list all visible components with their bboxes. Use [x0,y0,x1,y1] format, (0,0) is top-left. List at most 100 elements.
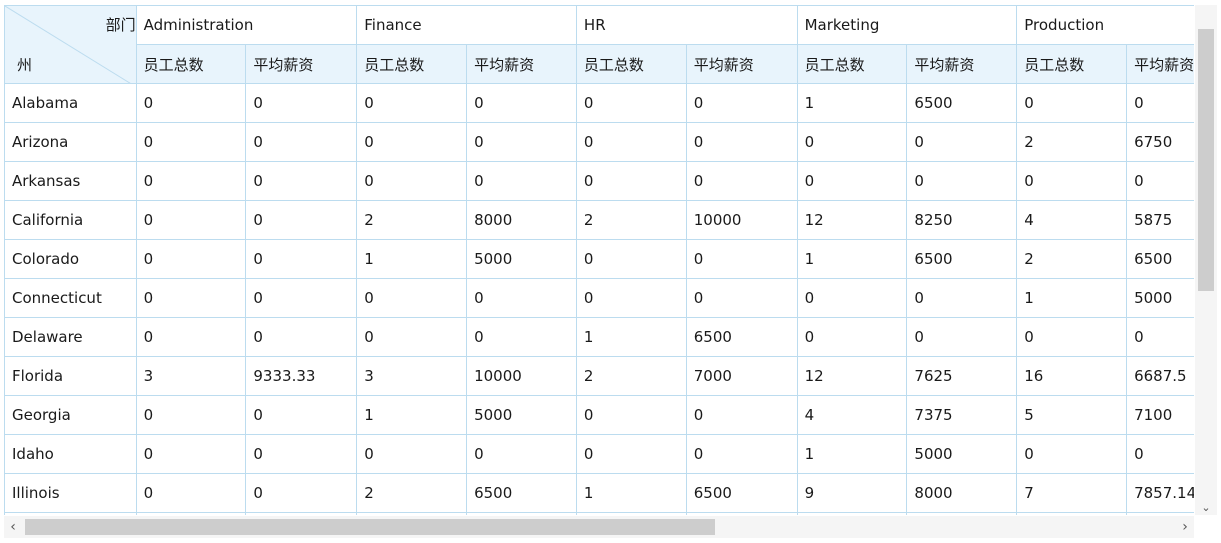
column-header-average-salary[interactable]: 平均薪资 [245,44,358,84]
cell-employee-count[interactable]: 2 [356,200,468,240]
table-row[interactable]: Alabama 0 0 0 0 0 0 1 6500 0 0 [4,83,1194,123]
cell-employee-count[interactable]: 0 [575,434,687,474]
table-row[interactable]: Indiana0000000000 [4,512,1194,515]
row-header-state[interactable]: Delaware [4,317,137,357]
cell-employee-count[interactable]: 0 [135,395,247,435]
cell-average-salary[interactable]: 6500 [906,239,1018,279]
cell-employee-count[interactable]: 0 [1016,83,1128,123]
cell-average-salary[interactable]: 7375 [906,395,1018,435]
cell-employee-count[interactable]: 0 [135,239,247,279]
cell-employee-count[interactable]: 0 [1016,317,1128,357]
cell-employee-count[interactable]: 2 [575,356,687,396]
scroll-left-arrow-icon[interactable]: ‹ [10,519,16,535]
cell-employee-count[interactable]: 0 [796,317,908,357]
table-row[interactable]: Florida 3 9333.33 3 10000 2 7000 12 7625 16 6687.5 [4,356,1194,396]
column-header-employee-count[interactable]: 员工总数 [135,44,247,84]
cell-average-salary[interactable]: 0 [685,278,798,318]
cell-employee-count[interactable]: 4 [796,395,908,435]
cell-average-salary[interactable]: 9333.33 [245,356,358,396]
cell-employee-count[interactable]: 1 [575,473,687,513]
cell-average-salary[interactable]: 0 [906,317,1018,357]
cell-employee-count[interactable]: 0 [575,512,687,515]
vertical-scrollbar[interactable]: ⌄ [1195,5,1217,515]
row-header-state[interactable]: California [4,200,137,240]
cell-employee-count[interactable]: 0 [135,83,247,123]
column-header-employee-count[interactable]: 员工总数 [356,44,468,84]
cell-employee-count[interactable]: 1 [356,395,468,435]
table-row[interactable]: Delaware 0 0 0 0 1 6500 0 0 0 0 [4,317,1194,357]
cell-employee-count[interactable]: 0 [575,122,687,162]
cell-average-salary[interactable]: 0 [466,161,577,201]
cell-employee-count[interactable]: 1 [796,239,908,279]
cell-average-salary[interactable]: 8000 [466,200,577,240]
column-header-average-salary[interactable]: 平均薪资 [1126,44,1194,84]
cell-employee-count[interactable]: 2 [356,473,468,513]
cell-average-salary[interactable]: 0 [245,122,358,162]
cell-employee-count[interactable]: 0 [575,161,687,201]
cell-average-salary[interactable]: 7857.14 [1126,473,1194,513]
cell-employee-count[interactable]: 0 [356,512,468,515]
cell-average-salary[interactable]: 7625 [906,356,1018,396]
cell-average-salary[interactable]: 5875 [1126,200,1194,240]
cell-average-salary[interactable]: 6500 [685,473,798,513]
cell-average-salary[interactable]: 0 [906,122,1018,162]
column-group-header[interactable]: Administration [135,5,358,45]
cell-average-salary[interactable]: 0 [245,278,358,318]
table-row[interactable]: Connecticut 0 0 0 0 0 0 0 0 1 5000 [4,278,1194,318]
cell-average-salary[interactable]: 0 [906,512,1018,515]
table-row[interactable]: Arkansas 0 0 0 0 0 0 0 0 0 0 [4,161,1194,201]
cell-average-salary[interactable]: 5000 [906,434,1018,474]
horizontal-scrollbar[interactable]: ‹ › [4,516,1194,538]
cell-employee-count[interactable]: 3 [135,356,247,396]
cell-employee-count[interactable]: 0 [135,278,247,318]
row-header-state[interactable]: Illinois [4,473,137,513]
column-header-employee-count[interactable]: 员工总数 [575,44,687,84]
cell-employee-count[interactable]: 9 [796,473,908,513]
cell-employee-count[interactable]: 0 [135,434,247,474]
table-row[interactable]: California 0 0 2 8000 2 10000 12 8250 4 5875 [4,200,1194,240]
column-group-header[interactable]: Finance [356,5,577,45]
cell-average-salary[interactable]: 0 [245,473,358,513]
cell-average-salary[interactable]: 0 [245,395,358,435]
cell-employee-count[interactable]: 0 [356,83,468,123]
cell-employee-count[interactable]: 0 [796,122,908,162]
cell-employee-count[interactable]: 0 [356,161,468,201]
cell-employee-count[interactable]: 1 [356,239,468,279]
cell-employee-count[interactable]: 4 [1016,200,1128,240]
cell-average-salary[interactable]: 10000 [685,200,798,240]
cell-average-salary[interactable]: 0 [685,83,798,123]
cell-average-salary[interactable]: 7100 [1126,395,1194,435]
cell-employee-count[interactable]: 0 [796,278,908,318]
cell-average-salary[interactable]: 0 [685,434,798,474]
cell-average-salary[interactable]: 6500 [906,83,1018,123]
cell-employee-count[interactable]: 0 [796,512,908,515]
cell-average-salary[interactable]: 0 [685,395,798,435]
row-header-state[interactable]: Idaho [4,434,137,474]
table-row[interactable]: Arizona 0 0 0 0 0 0 0 0 2 6750 [4,122,1194,162]
cell-average-salary[interactable]: 0 [245,512,358,515]
horizontal-scroll-thumb[interactable] [25,519,715,535]
cell-average-salary[interactable]: 8000 [906,473,1018,513]
cell-employee-count[interactable]: 0 [356,278,468,318]
cell-average-salary[interactable]: 0 [1126,317,1194,357]
cell-employee-count[interactable]: 0 [575,83,687,123]
cell-average-salary[interactable]: 0 [1126,161,1194,201]
cell-employee-count[interactable]: 0 [1016,512,1128,515]
cell-employee-count[interactable]: 0 [1016,161,1128,201]
cell-average-salary[interactable]: 6500 [685,317,798,357]
cell-average-salary[interactable]: 0 [245,434,358,474]
cell-employee-count[interactable]: 0 [135,317,247,357]
cell-employee-count[interactable]: 0 [135,161,247,201]
cell-employee-count[interactable]: 12 [796,356,908,396]
cell-employee-count[interactable]: 0 [1016,434,1128,474]
cell-employee-count[interactable]: 0 [796,161,908,201]
row-header-state[interactable]: Colorado [4,239,137,279]
column-header-employee-count[interactable]: 员工总数 [1016,44,1128,84]
table-row[interactable]: Idaho 0 0 0 0 0 0 1 5000 0 0 [4,434,1194,474]
cell-average-salary[interactable]: 5000 [1126,278,1194,318]
cell-average-salary[interactable]: 0 [685,161,798,201]
cell-average-salary[interactable]: 5000 [466,239,577,279]
cell-employee-count[interactable]: 16 [1016,356,1128,396]
cell-average-salary[interactable]: 0 [245,161,358,201]
cell-employee-count[interactable]: 2 [575,200,687,240]
